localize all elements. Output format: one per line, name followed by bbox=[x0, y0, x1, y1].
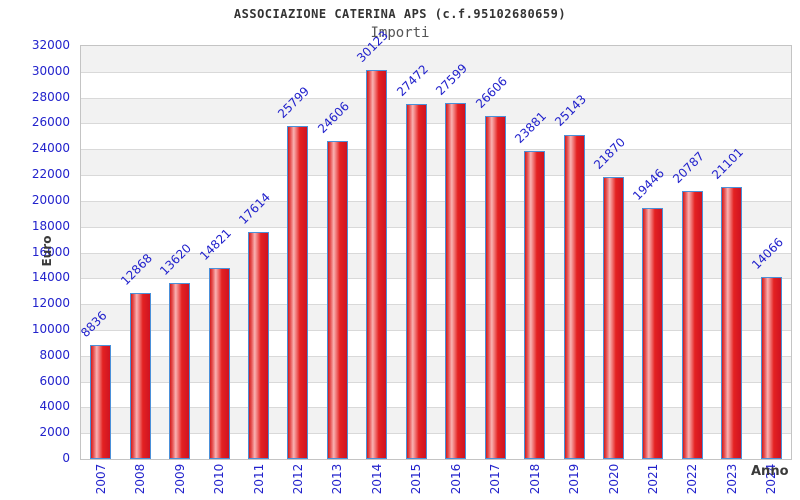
bar bbox=[760, 277, 782, 459]
gridline bbox=[81, 226, 791, 228]
bar bbox=[90, 344, 112, 459]
x-axis-tick-label: 2015 bbox=[409, 463, 424, 495]
x-axis-tick-label: 2023 bbox=[724, 463, 739, 495]
plot-band bbox=[81, 355, 791, 382]
bar bbox=[524, 150, 546, 459]
x-axis-tick-label: 2016 bbox=[448, 463, 463, 495]
bar bbox=[169, 283, 191, 459]
y-axis-tick-label: 4000 bbox=[39, 399, 70, 414]
plot-band bbox=[81, 149, 791, 176]
x-axis-tick-label: 2017 bbox=[488, 463, 503, 495]
y-axis-tick-label: 16000 bbox=[31, 244, 70, 259]
x-axis-tick-label: 2013 bbox=[330, 463, 345, 495]
y-axis-tick-label: 30000 bbox=[31, 63, 70, 78]
y-axis-tick-label: 26000 bbox=[31, 115, 70, 130]
y-axis-tick-label: 2000 bbox=[39, 425, 70, 440]
bar bbox=[484, 115, 506, 459]
bar bbox=[603, 176, 624, 459]
chart-title: ASSOCIAZIONE CATERINA APS (c.f.951026806… bbox=[233, 7, 567, 21]
plot-area: 8836 12868 13620 14821 17614 25799 24606 30123 2… bbox=[78, 28, 792, 460]
plot-band bbox=[81, 407, 791, 434]
y-axis-tick-label: 18000 bbox=[31, 218, 70, 233]
y-axis-tick-label: 6000 bbox=[39, 373, 70, 388]
bar bbox=[248, 231, 269, 459]
plot-band bbox=[81, 123, 791, 150]
x-axis-tick-label: 2012 bbox=[290, 463, 305, 495]
y-axis-tick-label: 14000 bbox=[31, 270, 70, 285]
plot-band bbox=[81, 433, 791, 459]
bar bbox=[366, 70, 388, 459]
bar bbox=[642, 208, 664, 459]
bar bbox=[721, 186, 743, 459]
bar bbox=[681, 190, 703, 459]
bar bbox=[445, 102, 467, 459]
gridline bbox=[81, 200, 791, 202]
plot-band bbox=[81, 304, 791, 330]
bar bbox=[208, 267, 230, 459]
gridline bbox=[81, 252, 791, 254]
plot-band bbox=[81, 200, 791, 227]
gridline bbox=[81, 355, 791, 357]
x-axis-tick-label: 2007 bbox=[93, 463, 108, 495]
x-axis-tick-label: 2020 bbox=[606, 463, 621, 495]
plot-band bbox=[81, 97, 791, 124]
x-axis-title: Anno bbox=[751, 464, 789, 479]
plot-band bbox=[81, 46, 791, 72]
bar bbox=[287, 126, 309, 459]
gridline bbox=[81, 407, 791, 409]
plot-band bbox=[81, 71, 791, 98]
y-axis-tick-label: 20000 bbox=[31, 192, 70, 207]
x-axis-tick-label: 2018 bbox=[527, 463, 542, 495]
plot-band bbox=[81, 278, 791, 305]
gridline bbox=[81, 304, 791, 306]
y-axis-tick-label: 22000 bbox=[31, 167, 70, 182]
gridline bbox=[81, 278, 791, 280]
chart-subtitle: Importi bbox=[370, 25, 430, 41]
y-axis-tick-label: 0 bbox=[62, 451, 70, 465]
gridline bbox=[81, 433, 791, 435]
bar bbox=[129, 292, 151, 459]
plot-band bbox=[81, 381, 791, 408]
x-axis-tick-label: 2014 bbox=[369, 463, 384, 495]
plot-band bbox=[81, 252, 791, 279]
y-axis-tick-label: 12000 bbox=[31, 296, 70, 311]
x-axis-tick-label: 2009 bbox=[172, 463, 187, 495]
gridline bbox=[81, 71, 791, 73]
y-axis-tick-label: 8000 bbox=[39, 347, 70, 362]
bar bbox=[563, 134, 585, 459]
x-axis-tick-label: 2021 bbox=[645, 463, 660, 495]
x-axis-tick-label: 2011 bbox=[251, 463, 266, 495]
x-axis-tick-label: 2022 bbox=[685, 463, 700, 495]
gridline bbox=[81, 123, 791, 125]
x-axis-tick-label: 2019 bbox=[567, 463, 582, 495]
plot-band bbox=[81, 226, 791, 253]
gridline bbox=[81, 175, 791, 177]
y-axis-title: Euro bbox=[40, 235, 54, 267]
bar bbox=[405, 104, 427, 459]
gridline bbox=[81, 381, 791, 383]
y-axis-tick-label: 10000 bbox=[31, 321, 70, 336]
y-axis-tick-label: 28000 bbox=[31, 89, 70, 104]
gridline bbox=[81, 149, 791, 151]
plot-band bbox=[81, 175, 791, 201]
y-axis-tick-label: 24000 bbox=[31, 141, 70, 156]
gridline bbox=[81, 329, 791, 331]
y-axis-tick-label: 32000 bbox=[31, 38, 70, 52]
x-axis-tick-label: 2010 bbox=[212, 463, 227, 495]
plot-band bbox=[81, 329, 791, 356]
x-axis-tick-label: 2008 bbox=[133, 463, 148, 495]
bar bbox=[326, 141, 348, 459]
gridline bbox=[81, 97, 791, 99]
